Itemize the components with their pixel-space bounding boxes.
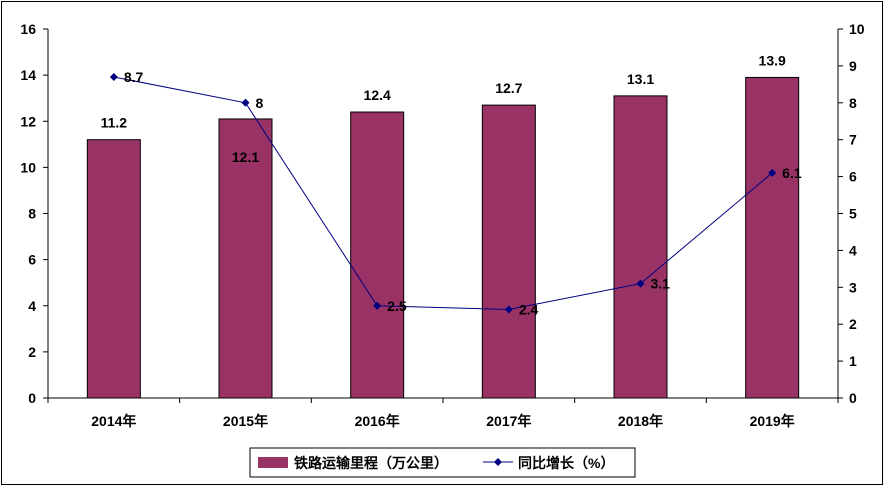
- legend-label-line: 同比增长（%）: [518, 455, 614, 471]
- line-point: [373, 301, 382, 310]
- bar-value-label: 11.2: [101, 115, 128, 131]
- line-value-label: 6.1: [782, 165, 802, 181]
- line-value-label: 2.4: [519, 301, 539, 317]
- line-point: [768, 168, 777, 177]
- x-tick-label: 2018年: [618, 413, 663, 429]
- legend-box: [249, 447, 636, 478]
- growth-line: [113, 76, 773, 310]
- bar-value-label: 13.1: [627, 71, 654, 87]
- bar: [481, 104, 536, 399]
- line-value-label: 8.7: [124, 69, 144, 85]
- right-tick-label: 10: [849, 21, 865, 37]
- bar-value-label: 13.9: [759, 52, 786, 68]
- left-tick-label: 4: [28, 298, 36, 314]
- bar: [86, 139, 141, 399]
- right-tick-label: 3: [849, 279, 857, 295]
- right-tick-label: 8: [849, 95, 857, 111]
- x-tick-label: 2016年: [355, 413, 400, 429]
- left-tick-label: 14: [20, 67, 36, 83]
- line-value-label: 8: [256, 95, 264, 111]
- line-value-label: 3.1: [651, 276, 671, 292]
- right-tick-label: 0: [849, 390, 857, 406]
- data-labels: 11.2 12.1 12.4 12.7 13.1 13.9 8.7 8 2.5 2.4 3.1 6.1: [101, 52, 802, 317]
- legend-label-bar: 铁路运输里程（万公里）: [294, 455, 448, 471]
- line-series: [109, 72, 777, 314]
- x-tick-label: 2019年: [750, 413, 795, 429]
- right-tick-label: 1: [849, 353, 857, 369]
- left-tick-label: 2: [28, 344, 36, 360]
- bar: [613, 95, 668, 399]
- line-value-label: 2.5: [387, 298, 407, 314]
- bar-value-label: 12.4: [364, 87, 391, 103]
- bar: [745, 76, 800, 399]
- legend: 铁路运输里程（万公里） 同比增长（%）: [249, 447, 636, 478]
- line-point: [504, 305, 513, 314]
- left-tick-label: 6: [28, 252, 36, 268]
- right-tick-label: 6: [849, 169, 857, 185]
- bar-value-label: 12.7: [495, 80, 522, 96]
- bar-series: [86, 76, 800, 399]
- right-tick-label: 5: [849, 206, 857, 222]
- bar: [350, 111, 405, 399]
- right-tick-label: 9: [849, 58, 857, 74]
- x-tick-label: 2015年: [223, 413, 268, 429]
- x-tick-label: 2014年: [91, 413, 136, 429]
- bar-value-label: 12.1: [232, 149, 259, 165]
- left-tick-label: 8: [28, 206, 36, 222]
- legend-bar-swatch: [258, 457, 288, 468]
- line-point: [636, 279, 645, 288]
- x-tick-label: 2017年: [486, 413, 531, 429]
- line-point: [109, 72, 118, 81]
- left-tick-label: 16: [20, 21, 36, 37]
- legend-diamond-marker: [494, 458, 502, 466]
- left-tick-label: 10: [20, 159, 36, 175]
- right-tick-label: 2: [849, 316, 857, 332]
- left-tick-label: 0: [28, 390, 36, 406]
- bar: [218, 118, 273, 399]
- line-point: [241, 98, 250, 107]
- left-tick-label: 12: [20, 113, 36, 129]
- right-tick-label: 4: [849, 242, 857, 258]
- right-tick-label: 7: [849, 132, 857, 148]
